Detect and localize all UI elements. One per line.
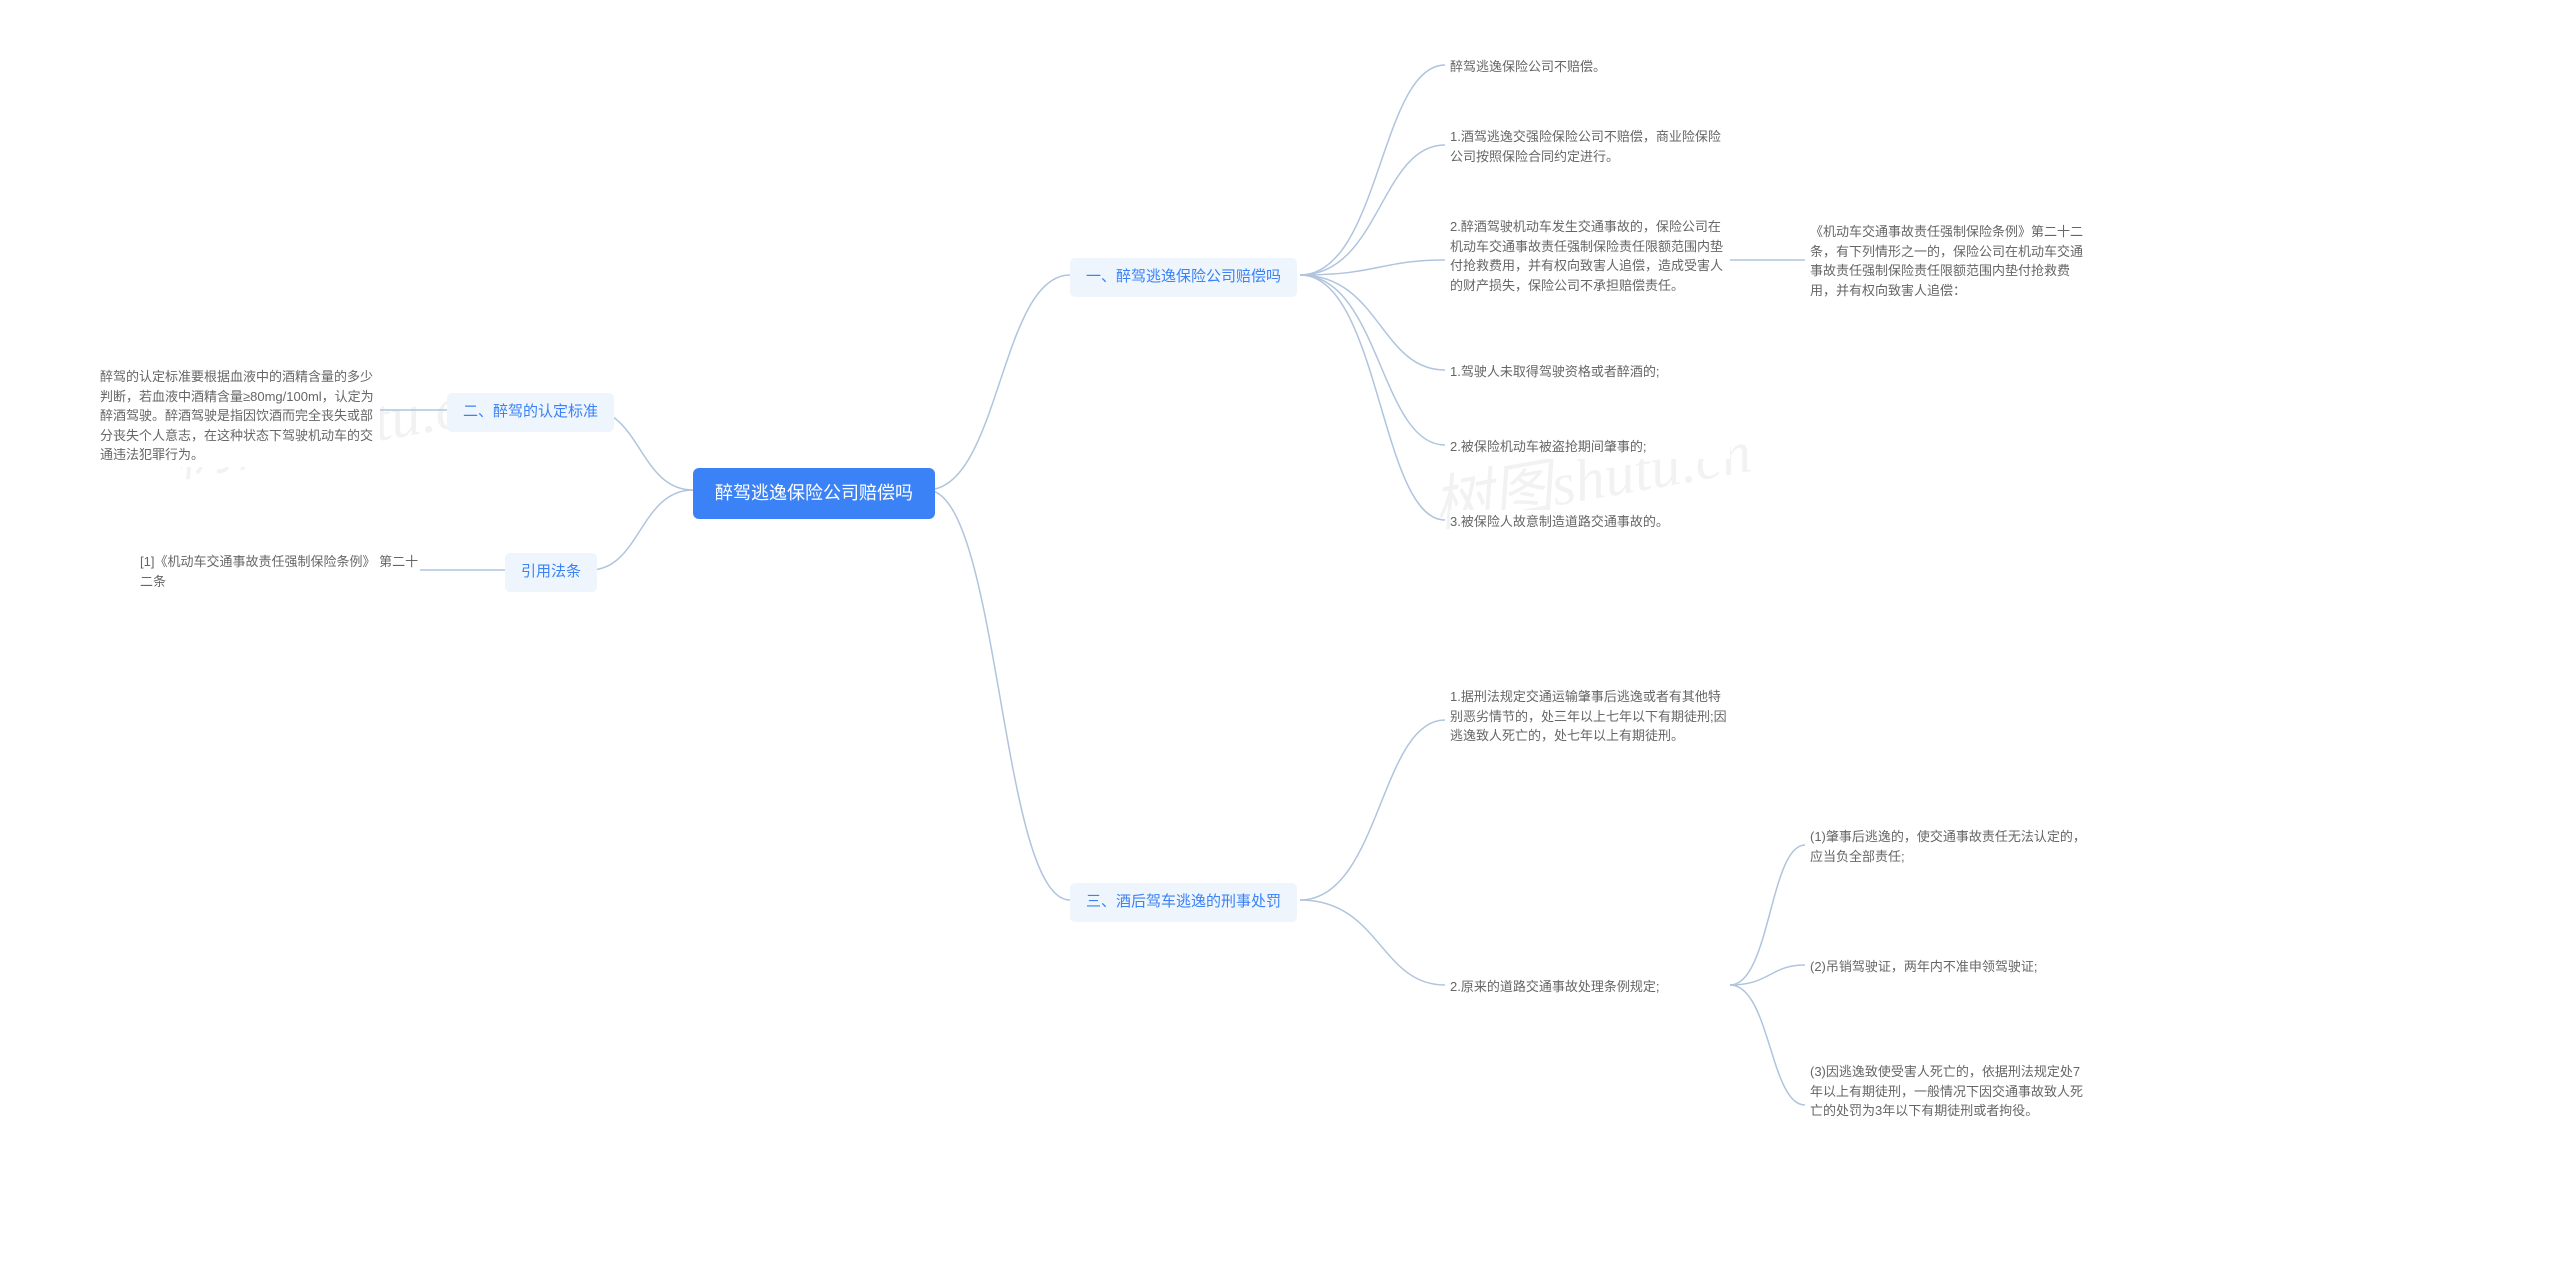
mindmap-connectors (0, 0, 2560, 1280)
leaf-s3-2-sub1: (1)肇事后逃逸的，使交通事故责任无法认定的，应当负全部责任; (1810, 825, 2090, 868)
branch-section1: 一、醉驾逃逸保险公司赔偿吗 (1070, 258, 1297, 297)
leaf-s1-1: 醉驾逃逸保险公司不赔偿。 (1450, 55, 1730, 79)
root-node: 醉驾逃逸保险公司赔偿吗 (693, 468, 935, 519)
leaf-s1-3: 2.醉酒驾驶机动车发生交通事故的，保险公司在机动车交通事故责任强制保险责任限额范… (1450, 215, 1730, 297)
leaf-s1-5: 2.被保险机动车被盗抢期间肇事的; (1450, 435, 1730, 459)
leaf-s2-1: 醉驾的认定标准要根据血液中的酒精含量的多少判断，若血液中酒精含量≥80mg/10… (100, 365, 380, 467)
leaf-cite-1: [1]《机动车交通事故责任强制保险条例》 第二十二条 (140, 550, 420, 593)
leaf-s3-2-sub3: (3)因逃逸致使受害人死亡的，依据刑法规定处7年以上有期徒刑，一般情况下因交通事… (1810, 1060, 2090, 1123)
leaf-s3-1: 1.据刑法规定交通运输肇事后逃逸或者有其他特别恶劣情节的，处三年以上七年以下有期… (1450, 685, 1730, 748)
leaf-s1-3-sub: 《机动车交通事故责任强制保险条例》第二十二条，有下列情形之一的，保险公司在机动车… (1810, 220, 2090, 302)
branch-section3: 三、酒后驾车逃逸的刑事处罚 (1070, 883, 1297, 922)
leaf-s1-2: 1.酒驾逃逸交强险保险公司不赔偿，商业险保险公司按照保险合同约定进行。 (1450, 125, 1730, 168)
branch-section2: 二、醉驾的认定标准 (447, 393, 614, 432)
leaf-s1-6: 3.被保险人故意制造道路交通事故的。 (1450, 510, 1730, 534)
leaf-s3-2-sub2: (2)吊销驾驶证，两年内不准申领驾驶证; (1810, 955, 2090, 979)
leaf-s1-4: 1.驾驶人未取得驾驶资格或者醉酒的; (1450, 360, 1730, 384)
branch-citation: 引用法条 (505, 553, 597, 592)
leaf-s3-2: 2.原来的道路交通事故处理条例规定; (1450, 975, 1730, 999)
